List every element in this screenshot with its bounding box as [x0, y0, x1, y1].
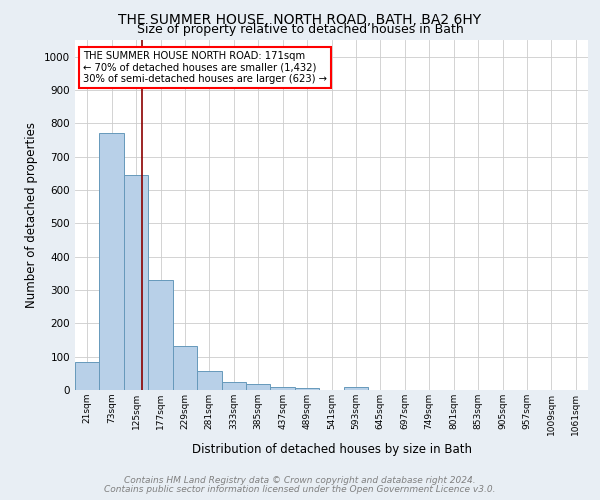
Bar: [197, 370, 221, 390]
Bar: [246, 384, 271, 390]
Bar: [221, 382, 246, 390]
Bar: [124, 175, 148, 390]
Bar: [75, 362, 100, 390]
Y-axis label: Number of detached properties: Number of detached properties: [25, 122, 38, 308]
Bar: [100, 134, 124, 390]
Bar: [148, 280, 173, 390]
Bar: [271, 386, 295, 390]
Text: THE SUMMER HOUSE NORTH ROAD: 171sqm
← 70% of detached houses are smaller (1,432): THE SUMMER HOUSE NORTH ROAD: 171sqm ← 70…: [83, 50, 326, 84]
Text: Contains HM Land Registry data © Crown copyright and database right 2024.: Contains HM Land Registry data © Crown c…: [124, 476, 476, 485]
Bar: [295, 388, 319, 390]
Bar: [173, 346, 197, 390]
Text: THE SUMMER HOUSE, NORTH ROAD, BATH, BA2 6HY: THE SUMMER HOUSE, NORTH ROAD, BATH, BA2 …: [118, 12, 482, 26]
Text: Contains public sector information licensed under the Open Government Licence v3: Contains public sector information licen…: [104, 484, 496, 494]
Bar: [344, 386, 368, 390]
Text: Size of property relative to detached houses in Bath: Size of property relative to detached ho…: [137, 22, 463, 36]
X-axis label: Distribution of detached houses by size in Bath: Distribution of detached houses by size …: [191, 443, 472, 456]
